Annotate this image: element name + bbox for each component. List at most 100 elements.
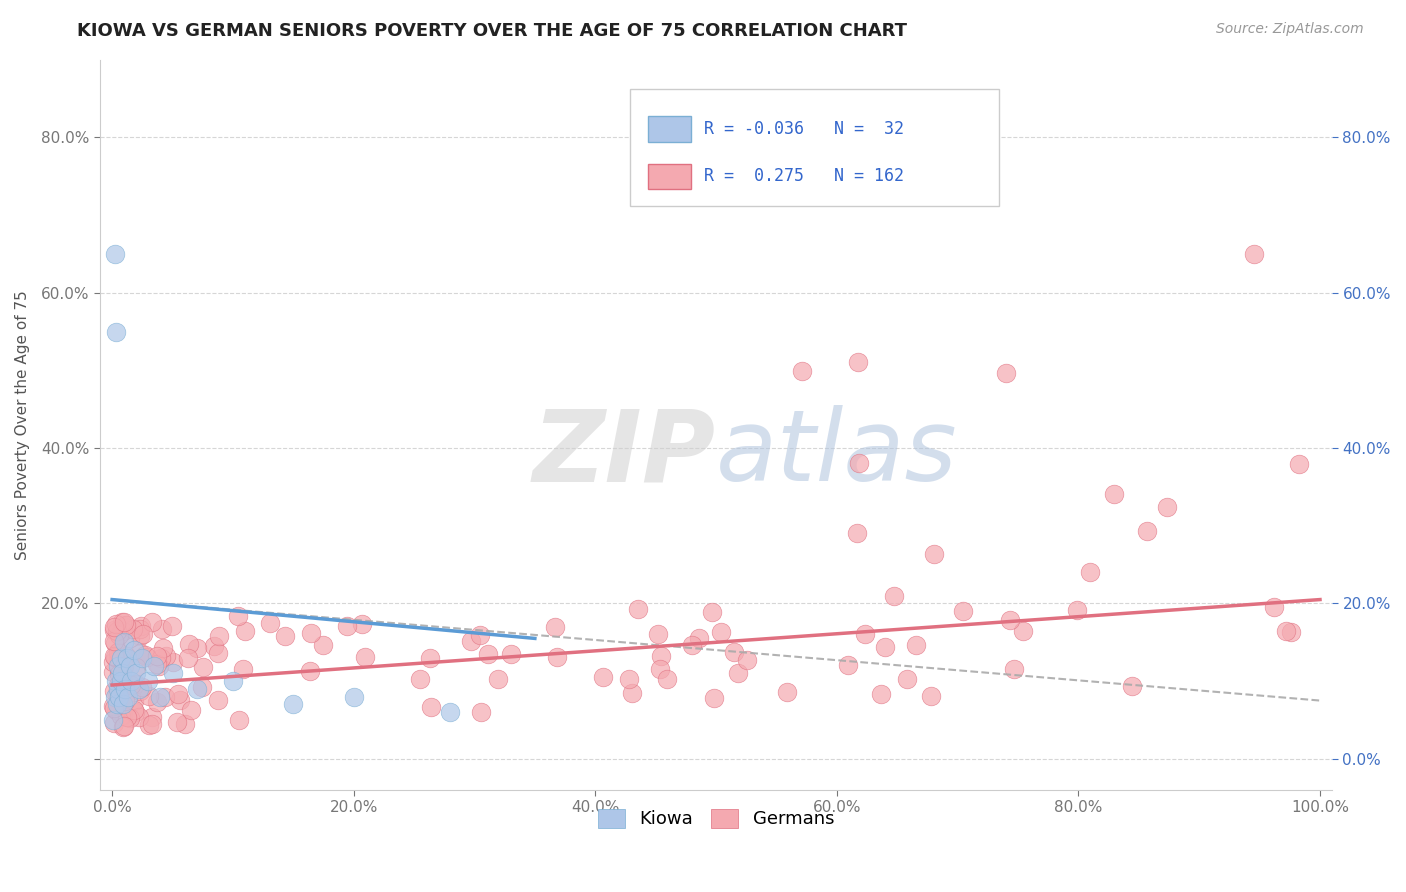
Kiowa	[115, 650, 138, 665]
Germans	[128, 710, 150, 724]
Germans	[1102, 486, 1125, 500]
Kiowa	[283, 698, 305, 712]
Germans	[125, 660, 148, 674]
Germans	[191, 680, 214, 694]
Germans	[128, 629, 150, 643]
Germans	[111, 708, 134, 723]
Kiowa	[143, 658, 166, 673]
Kiowa	[107, 658, 129, 673]
Germans	[735, 652, 758, 666]
Germans	[108, 701, 131, 715]
Germans	[952, 604, 974, 618]
Kiowa	[162, 666, 184, 681]
Germans	[124, 705, 146, 719]
Germans	[477, 647, 499, 661]
Germans	[173, 717, 195, 731]
Germans	[125, 677, 148, 691]
Germans	[111, 681, 134, 695]
Text: R = -0.036   N =  32: R = -0.036 N = 32	[704, 120, 904, 138]
Germans	[118, 711, 141, 725]
Germans	[104, 616, 127, 631]
Germans	[419, 651, 441, 665]
Germans	[115, 710, 138, 724]
Germans	[112, 658, 135, 673]
Germans	[460, 633, 482, 648]
Germans	[155, 690, 177, 705]
Germans	[141, 709, 163, 723]
Kiowa	[104, 325, 127, 339]
Germans	[1000, 613, 1022, 627]
Germans	[873, 640, 896, 654]
Kiowa	[125, 666, 148, 681]
Germans	[1078, 565, 1101, 579]
Germans	[148, 658, 170, 673]
Germans	[103, 620, 125, 634]
Text: Source: ZipAtlas.com: Source: ZipAtlas.com	[1216, 22, 1364, 37]
Kiowa	[110, 650, 132, 665]
Germans	[134, 648, 156, 662]
Germans	[1274, 624, 1296, 639]
Germans	[202, 639, 225, 653]
Germans	[107, 645, 129, 659]
FancyBboxPatch shape	[630, 89, 1000, 206]
Kiowa	[131, 650, 153, 665]
Germans	[146, 657, 169, 671]
Text: ZIP: ZIP	[533, 406, 716, 502]
Germans	[848, 456, 870, 470]
Germans	[647, 627, 669, 641]
Germans	[226, 609, 249, 624]
Kiowa	[107, 681, 129, 696]
Kiowa	[112, 635, 135, 649]
Germans	[617, 672, 640, 686]
Germans	[723, 645, 745, 659]
Germans	[112, 720, 135, 734]
Germans	[111, 615, 134, 629]
Germans	[776, 685, 799, 699]
Germans	[688, 631, 710, 645]
Germans	[790, 364, 813, 378]
Germans	[145, 649, 167, 664]
Germans	[115, 648, 138, 663]
Kiowa	[439, 705, 461, 719]
Germans	[177, 651, 200, 665]
Germans	[120, 678, 142, 692]
Germans	[922, 547, 945, 561]
Germans	[703, 691, 725, 706]
Germans	[112, 719, 135, 733]
Germans	[846, 355, 869, 369]
Germans	[1243, 247, 1265, 261]
Germans	[105, 700, 128, 714]
Germans	[129, 622, 152, 636]
Germans	[152, 640, 174, 655]
Kiowa	[186, 681, 208, 696]
Germans	[700, 605, 723, 619]
Kiowa	[120, 658, 142, 673]
Kiowa	[111, 666, 134, 681]
Germans	[107, 645, 129, 659]
Germans	[103, 665, 125, 679]
Kiowa	[103, 690, 125, 704]
Germans	[353, 649, 375, 664]
Kiowa	[149, 690, 172, 704]
Germans	[114, 618, 136, 632]
Germans	[299, 664, 322, 678]
Germans	[1263, 599, 1285, 614]
Germans	[501, 648, 523, 662]
Kiowa	[110, 674, 132, 689]
Germans	[121, 623, 143, 637]
Germans	[409, 672, 432, 686]
Germans	[546, 650, 568, 665]
Germans	[655, 672, 678, 686]
Germans	[112, 673, 135, 688]
Legend: Kiowa, Germans: Kiowa, Germans	[591, 802, 841, 836]
Text: R =  0.275   N = 162: R = 0.275 N = 162	[704, 168, 904, 186]
Germans	[167, 687, 190, 701]
Germans	[105, 703, 128, 717]
Germans	[108, 663, 131, 677]
Germans	[150, 622, 173, 636]
Kiowa	[104, 674, 127, 689]
Germans	[486, 672, 509, 686]
Germans	[103, 634, 125, 648]
FancyBboxPatch shape	[648, 163, 692, 189]
Germans	[352, 617, 374, 632]
